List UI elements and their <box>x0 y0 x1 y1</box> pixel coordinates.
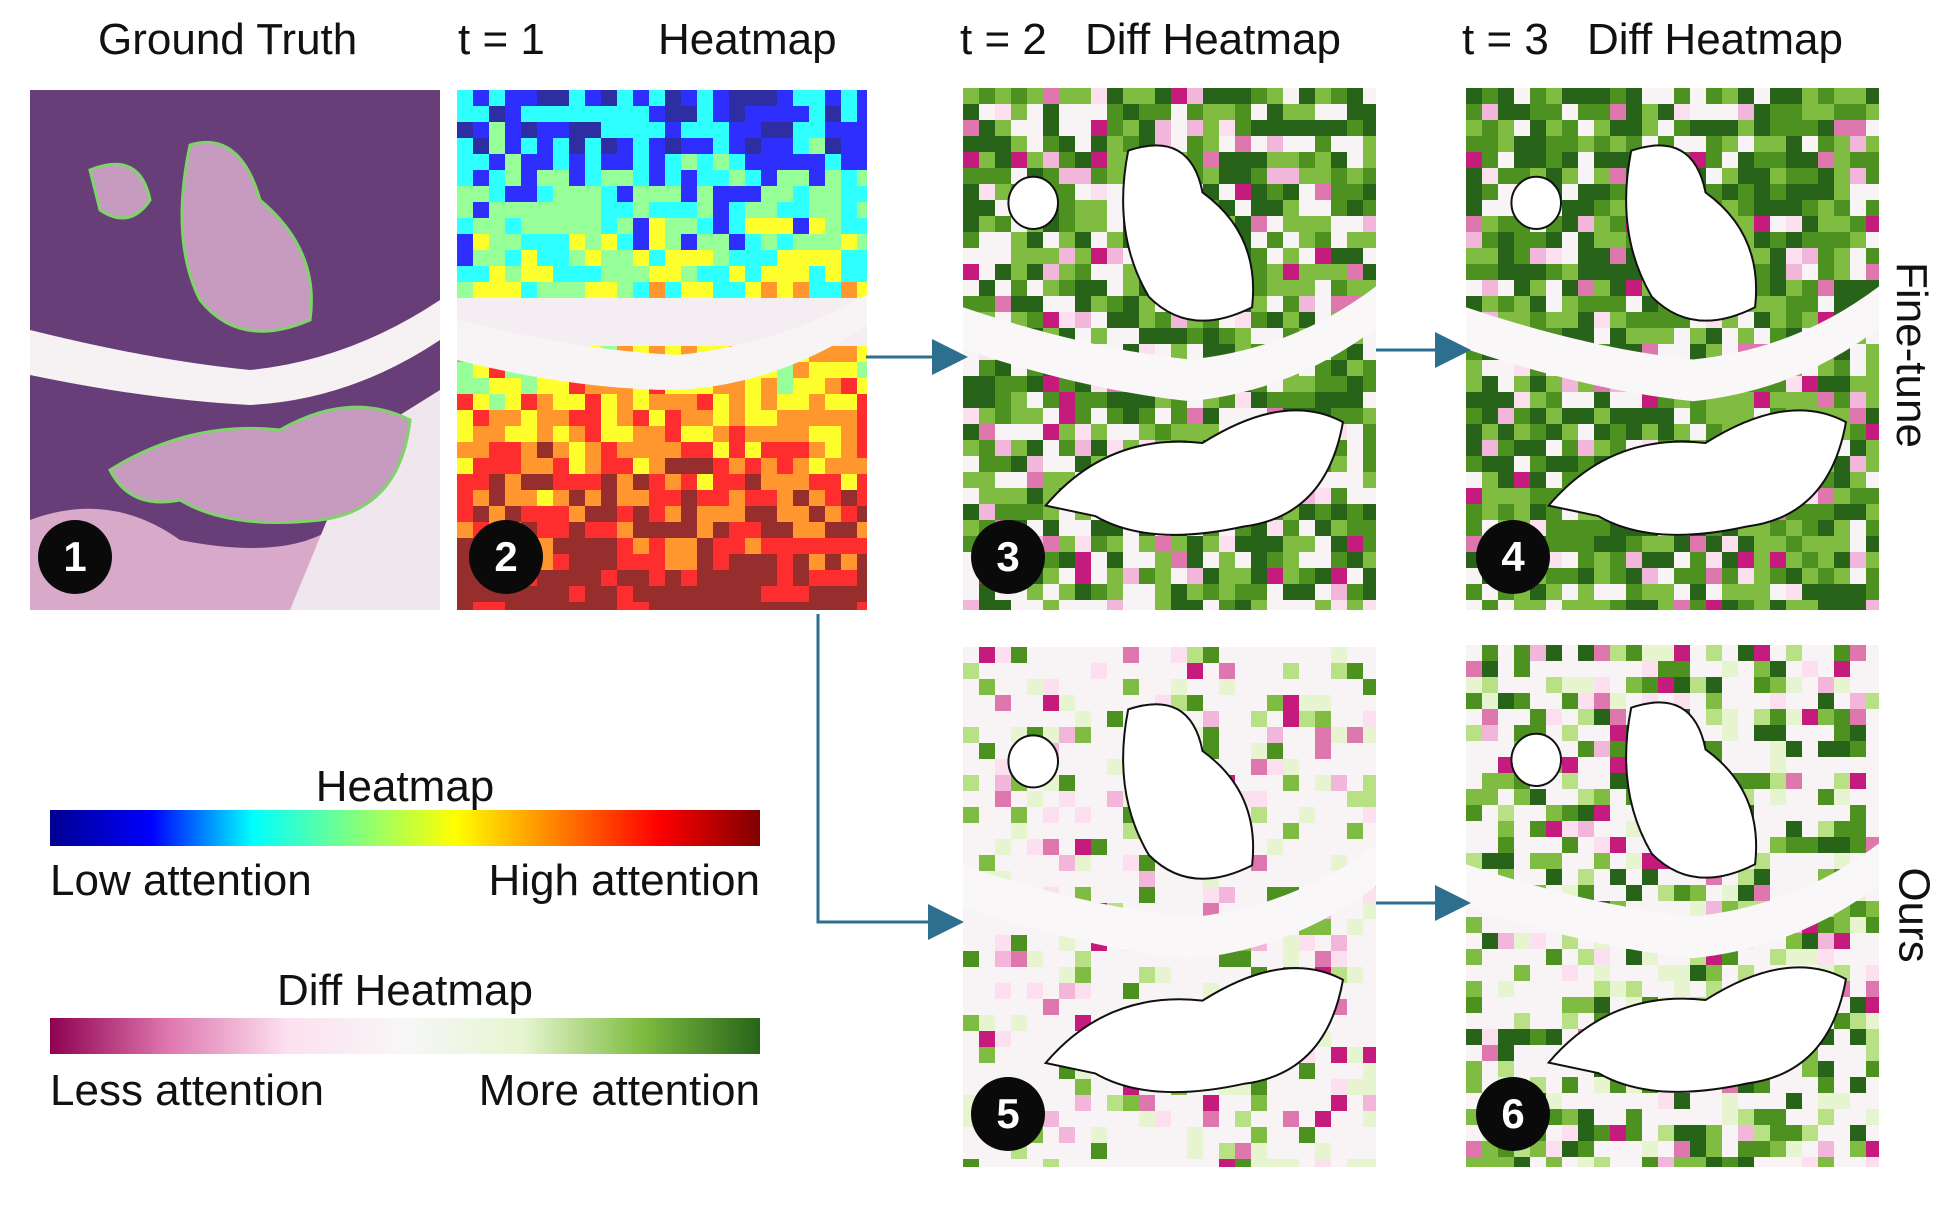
badge-6: 6 <box>1476 1077 1550 1151</box>
badge-4: 4 <box>1476 520 1550 594</box>
panel-finetune-t2: 3 <box>963 88 1376 610</box>
panel-heatmap: 2 <box>457 90 867 610</box>
legend-diff-high: More attention <box>478 1066 760 1115</box>
legend-diff-colorbar <box>50 1018 760 1054</box>
badge-1: 1 <box>38 520 112 594</box>
arrow-heatmap-to-ours <box>816 614 964 940</box>
badge-2: 2 <box>469 520 543 594</box>
ours-t2-diff-image <box>963 647 1376 1167</box>
header-heatmap: Heatmap <box>658 15 837 64</box>
header-t3-diff: Diff Heatmap <box>1587 15 1843 64</box>
legend-heatmap-high: High attention <box>488 856 760 905</box>
ground-truth-image <box>30 90 440 610</box>
header-t2-diff: Diff Heatmap <box>1085 15 1341 64</box>
header-t2: t = 2 <box>960 15 1047 64</box>
panel-ground-truth: 1 <box>30 90 440 610</box>
header-t1: t = 1 <box>458 15 545 64</box>
legend-diff-title: Diff Heatmap <box>277 966 533 1015</box>
panel-ours-t2: 5 <box>963 647 1376 1167</box>
legend-heatmap-title: Heatmap <box>315 762 495 811</box>
badge-3: 3 <box>971 520 1045 594</box>
badge-5: 5 <box>971 1077 1045 1151</box>
panel-finetune-t3: 4 <box>1466 88 1879 610</box>
legend-heatmap-colorbar <box>50 810 760 846</box>
panel-ours-t3: 6 <box>1466 645 1879 1167</box>
finetune-t3-diff-image <box>1466 88 1879 610</box>
finetune-t2-diff-image <box>963 88 1376 610</box>
legend-diff-low: Less attention <box>50 1066 324 1115</box>
header-ground-truth: Ground Truth <box>98 15 358 64</box>
ours-t3-diff-image <box>1466 645 1879 1167</box>
header-t3: t = 3 <box>1462 15 1549 64</box>
legend-heatmap-low: Low attention <box>50 856 312 905</box>
